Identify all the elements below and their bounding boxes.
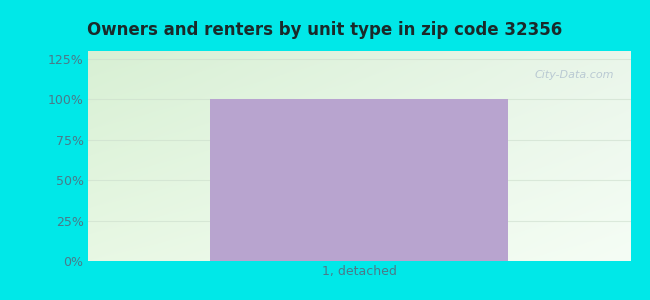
Text: City-Data.com: City-Data.com — [535, 70, 614, 80]
Bar — [210, 100, 508, 261]
Text: Owners and renters by unit type in zip code 32356: Owners and renters by unit type in zip c… — [87, 21, 563, 39]
